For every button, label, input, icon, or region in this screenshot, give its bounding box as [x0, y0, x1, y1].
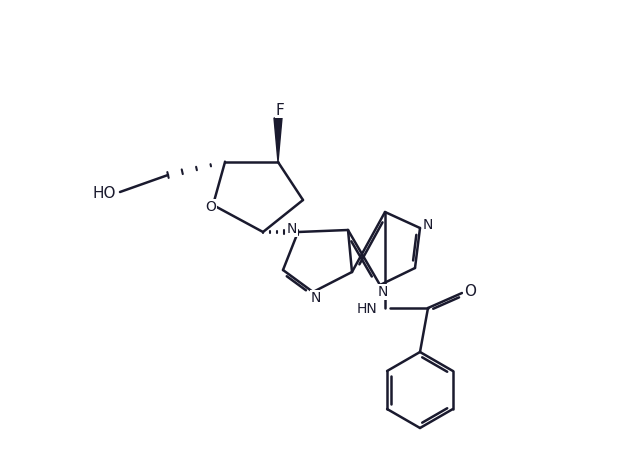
Text: N: N: [423, 218, 433, 232]
Polygon shape: [274, 118, 282, 162]
Text: HO: HO: [93, 186, 116, 201]
Text: O: O: [205, 200, 216, 214]
Text: N: N: [378, 285, 388, 299]
Text: N: N: [311, 291, 321, 305]
Text: O: O: [464, 283, 476, 298]
Text: N: N: [287, 222, 297, 236]
Text: HN: HN: [356, 302, 377, 316]
Text: F: F: [276, 102, 284, 118]
